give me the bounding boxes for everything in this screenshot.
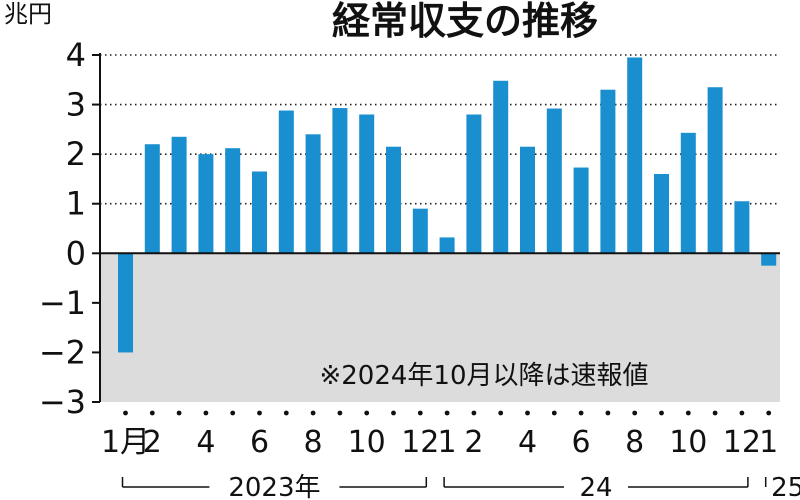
negative-region-background (100, 253, 780, 402)
y-tick-label: 0 (66, 234, 86, 272)
x-tick-dot (525, 410, 530, 416)
x-tick-label: 8 (304, 425, 323, 460)
bar (573, 167, 589, 254)
x-tick-dot (739, 410, 745, 416)
chart-note: ※2024年10月以降は速報値 (319, 361, 648, 391)
x-tick-dot (257, 410, 262, 416)
bar (198, 154, 214, 254)
bar (305, 134, 321, 254)
year-label: 24 (579, 473, 612, 500)
x-tick-label: 12 (401, 425, 439, 460)
x-tick-dot (283, 410, 289, 416)
x-tick-dot (176, 410, 182, 416)
bar (225, 148, 241, 254)
bar (466, 114, 482, 254)
x-tick-dot (417, 410, 423, 416)
bar (144, 144, 160, 254)
x-tick-dot (123, 410, 128, 416)
x-tick-label: 1月 (101, 425, 150, 460)
x-tick-label: 6 (250, 425, 269, 460)
bar (680, 132, 696, 254)
year-label: 25 (771, 473, 800, 500)
x-tick-dot (498, 410, 504, 416)
x-tick-labels: 1月2 4 6 8 10 121 2 4 6 8 10 121 (101, 425, 778, 460)
x-tick-label: 10 (669, 425, 707, 460)
x-tick-label: 4 (518, 425, 537, 460)
x-tick-dot (471, 410, 477, 416)
x-tick-label: 6 (572, 425, 591, 460)
x-tick-label: 2 (143, 425, 162, 460)
x-tick-dot (632, 410, 638, 416)
x-tick-dot (230, 410, 236, 416)
bar (654, 173, 669, 254)
x-tick-dot (203, 410, 209, 416)
bar (600, 89, 616, 254)
x-tick-dot (659, 410, 664, 416)
bars (118, 57, 777, 353)
bar (412, 208, 428, 254)
y-tick-label: −1 (39, 284, 86, 322)
x-tick-dot (551, 410, 557, 416)
x-tick-dots (123, 410, 772, 416)
bar (734, 201, 750, 254)
bar (493, 80, 509, 254)
y-tick-label: −2 (39, 333, 86, 371)
year-brackets: 2023年 24 25 (121, 473, 800, 500)
x-tick-dot (712, 410, 718, 416)
gridlines (100, 54, 780, 205)
x-tick-label: 2 (464, 425, 483, 460)
bar (359, 114, 375, 254)
x-tick-label: 1 (759, 425, 778, 460)
y-tick-label: −3 (39, 383, 86, 421)
x-tick-label: 8 (625, 425, 644, 460)
x-tick-label: 10 (348, 425, 386, 460)
x-tick-label: 12 (723, 425, 761, 460)
x-tick-label: 1 (438, 425, 457, 460)
y-tick-label: 4 (66, 36, 86, 74)
y-tick-label: 1 (66, 185, 86, 223)
x-tick-label: 4 (196, 425, 215, 460)
bar (118, 253, 133, 353)
year-label: 2023年 (228, 473, 320, 500)
x-tick-dot (337, 410, 343, 416)
bar (439, 237, 455, 254)
bar (627, 57, 643, 254)
bar (278, 110, 294, 254)
bar (707, 87, 723, 254)
x-tick-dot (391, 410, 396, 416)
bar (332, 108, 348, 254)
x-tick-dot (310, 410, 316, 416)
chart-title: 経常収支の推移 (332, 0, 598, 43)
x-tick-dot (364, 410, 370, 416)
y-tick-label: 2 (66, 135, 86, 173)
x-tick-dot (605, 410, 611, 416)
bar (252, 171, 267, 254)
x-tick-dot (766, 410, 772, 416)
bar (761, 253, 777, 266)
bar (171, 136, 187, 254)
y-tick-label: 3 (66, 86, 86, 124)
bar (386, 146, 401, 254)
y-axis-unit-label: 兆円 (4, 0, 52, 28)
bar (520, 146, 535, 254)
bar (546, 108, 562, 254)
x-tick-dot (149, 410, 155, 416)
x-tick-dot (685, 410, 691, 416)
x-tick-dot (444, 410, 450, 416)
x-tick-dot (578, 410, 584, 416)
y-tick-labels: 4 3 2 1 0 −1 −2 −3 (39, 36, 100, 421)
